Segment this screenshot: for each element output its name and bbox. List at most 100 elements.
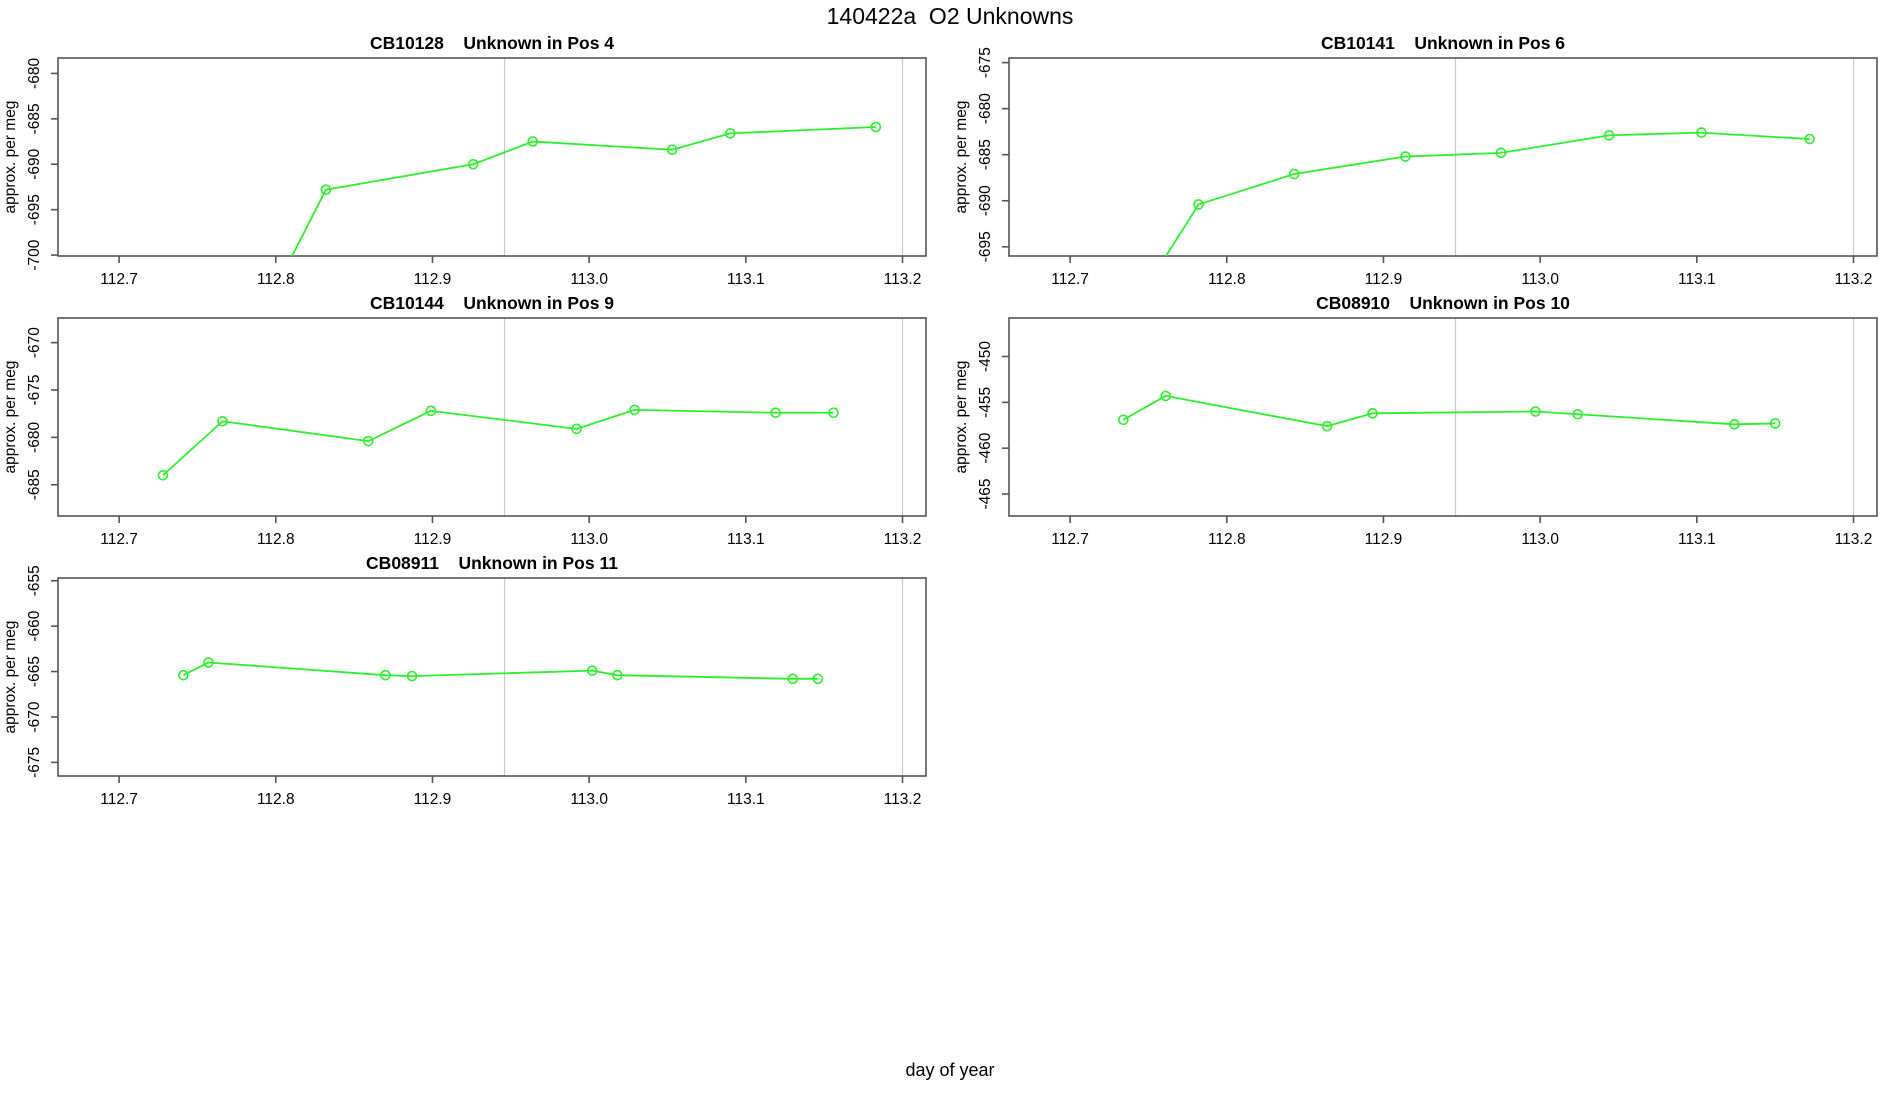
series-group — [1118, 390, 1781, 432]
x-tick-label: 113.0 — [1521, 531, 1559, 548]
reference-lines — [503, 58, 904, 256]
x-tick-label: 113.2 — [884, 791, 922, 808]
data-point-marker — [666, 144, 678, 156]
y-tick-label: -695 — [26, 194, 43, 225]
x-tick-label: 113.2 — [1835, 271, 1873, 288]
y-tick-label: -690 — [977, 185, 994, 216]
subplot-title: CB10141 Unknown in Pos 6 — [1321, 33, 1565, 53]
series-group — [1144, 127, 1815, 288]
y-tick-label: -460 — [977, 432, 994, 463]
x-tick-label: 112.9 — [414, 531, 452, 548]
subplot-cb10144-pos9: CB10144 Unknown in Pos 9 112.7 112.8 112.9 1… — [0, 288, 950, 548]
subplot-cb08911-pos11: CB08911 Unknown in Pos 11 112.7 112.8 112.9… — [0, 548, 950, 808]
reference-lines — [503, 578, 904, 776]
data-point-marker — [1804, 133, 1815, 145]
x-tick-label: 113.1 — [727, 531, 765, 548]
data-point-marker — [787, 673, 799, 685]
y-tick-label: -685 — [977, 139, 994, 170]
data-point-marker — [1729, 419, 1740, 430]
x-tick-label: 112.7 — [1051, 531, 1089, 548]
x-tick-label: 112.9 — [414, 791, 452, 808]
data-point-marker — [362, 435, 374, 447]
x-tick-label: 112.7 — [100, 791, 138, 808]
x-tick-label: 112.8 — [257, 531, 295, 548]
chart-svg: CB10128 Unknown in Pos 4 112.7 112.8 112.9 1… — [2, 33, 927, 288]
x-tick-label: 112.9 — [414, 271, 452, 288]
reference-lines — [503, 318, 904, 516]
data-point-marker — [217, 415, 228, 427]
data-point-marker — [425, 405, 437, 417]
subplot-cb10128-pos4: CB10128 Unknown in Pos 4 112.7 112.8 112.9 1… — [0, 28, 950, 288]
series-group — [178, 657, 824, 685]
x-tick-label: 113.0 — [570, 791, 608, 808]
data-point-marker — [1160, 390, 1171, 402]
data-point-marker — [571, 423, 582, 435]
y-axis-label: approx. per meg — [2, 621, 19, 734]
data-point-marker — [1400, 151, 1411, 162]
y-tick-label: -695 — [977, 231, 994, 262]
y-tick-label: -465 — [977, 478, 994, 509]
series-group — [291, 121, 882, 256]
y-tick-label: -455 — [977, 387, 994, 418]
x-tick-label: 113.0 — [570, 531, 608, 548]
data-point-marker — [1603, 130, 1615, 141]
x-tick-label: 113.2 — [884, 271, 922, 288]
y-tick-label: -690 — [26, 148, 43, 179]
data-point-marker — [586, 665, 598, 676]
y-axis-label: approx. per meg — [953, 361, 970, 474]
y-tick-label: -670 — [26, 701, 43, 732]
data-point-marker — [1144, 279, 1153, 288]
subplot-title: CB08911 Unknown in Pos 11 — [366, 553, 618, 573]
y-tick-label: -680 — [26, 421, 43, 452]
x-tick-label: 113.0 — [1521, 271, 1559, 288]
y-tick-label: -450 — [977, 341, 994, 372]
x-tick-label: 112.9 — [1365, 531, 1403, 548]
data-point-marker — [203, 657, 214, 668]
series-line — [1122, 395, 1776, 428]
data-point-marker — [1495, 147, 1507, 159]
x-tick-label: 113.0 — [570, 271, 608, 288]
y-axis-label: approx. per meg — [2, 361, 19, 474]
data-point-marker — [724, 128, 736, 139]
data-point-marker — [1367, 408, 1378, 419]
x-tick-label: 112.8 — [1208, 271, 1246, 288]
y-tick-label: -665 — [26, 656, 43, 687]
chart-svg: CB10144 Unknown in Pos 9 112.7 112.8 112.9 1… — [2, 293, 927, 548]
series-line — [291, 126, 876, 256]
chart-svg: CB10141 Unknown in Pos 6 112.7 112.8 112.9 1… — [953, 33, 1878, 288]
y-tick-label: -680 — [977, 93, 994, 124]
data-point-marker — [812, 673, 824, 685]
data-point-marker — [629, 404, 640, 416]
series-line — [182, 661, 818, 680]
data-point-marker — [1769, 418, 1781, 429]
y-tick-label: -670 — [26, 327, 43, 358]
shared-x-axis-label: day of year — [905, 1060, 995, 1080]
subplot-cb10141-pos6: CB10141 Unknown in Pos 6 112.7 112.8 112.9 1… — [951, 28, 1900, 288]
data-point-marker — [1530, 406, 1541, 417]
subplot-title: CB08910 Unknown in Pos 10 — [1316, 293, 1570, 313]
y-tick-label: -675 — [977, 47, 994, 78]
subplot-title: CB10144 Unknown in Pos 9 — [370, 293, 614, 313]
data-point-marker — [157, 469, 169, 481]
x-tick-label: 112.8 — [1208, 531, 1246, 548]
data-point-marker — [467, 158, 479, 170]
data-point-marker — [527, 136, 539, 147]
y-tick-label: -660 — [26, 610, 43, 641]
y-tick-label: -655 — [26, 565, 43, 596]
chart-svg: CB08911 Unknown in Pos 11 112.7 112.8 112.9… — [2, 553, 927, 808]
x-tick-label: 113.2 — [884, 531, 922, 548]
chart-svg: CB08910 Unknown in Pos 10 112.7 112.8 112.9… — [953, 293, 1878, 548]
y-tick-label: -700 — [26, 239, 43, 270]
data-point-marker — [1288, 168, 1300, 180]
data-point-marker — [406, 670, 418, 682]
data-point-marker — [1193, 199, 1204, 210]
y-axis-label: approx. per meg — [953, 101, 970, 214]
reference-lines — [1454, 318, 1855, 516]
subplot-title: CB10128 Unknown in Pos 4 — [370, 33, 614, 53]
x-tick-label: 112.7 — [100, 271, 138, 288]
x-tick-label: 113.1 — [1678, 531, 1716, 548]
reference-lines — [1454, 58, 1855, 256]
x-tick-label: 113.1 — [1678, 271, 1716, 288]
y-tick-label: -680 — [26, 58, 43, 89]
